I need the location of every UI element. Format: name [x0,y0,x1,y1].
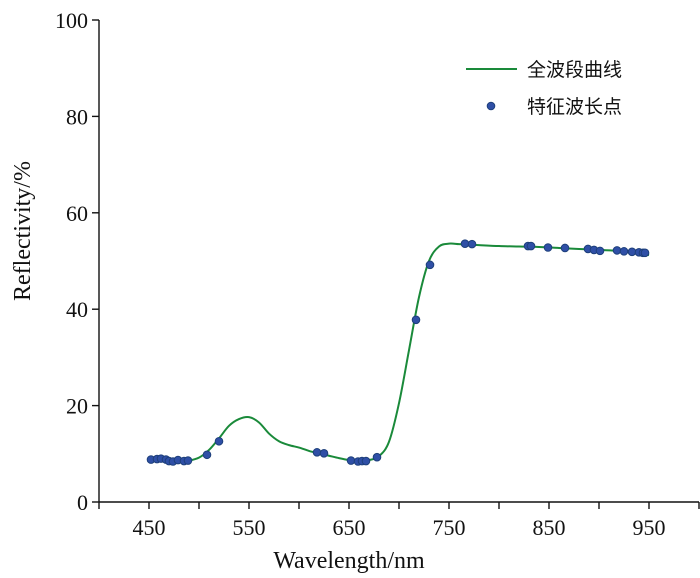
feature-wavelength-point [202,450,212,460]
axes: 0 20 40 60 80 100 450 550 650 750 850 950 [55,8,700,540]
y-tick-label: 40 [66,297,88,322]
y-axis-title: Reflectivity/% [10,161,36,301]
y-tick-label: 60 [66,201,88,226]
y-tick-label: 80 [66,104,88,129]
feature-wavelength-point [640,248,650,258]
feature-wavelength-point [411,315,421,325]
feature-wavelength-point [361,456,371,466]
x-tick-label: 850 [533,515,566,540]
feature-wavelength-point [627,247,637,257]
x-tick-label: 550 [233,515,266,540]
legend-label-points: 特征波长点 [527,96,622,118]
feature-wavelength-point [612,246,622,255]
full-band-curve [148,242,650,463]
feature-wavelength-point [214,436,224,446]
feature-wavelength-point [560,243,570,253]
feature-wavelength-point [467,239,477,249]
feature-wavelength-point [183,456,193,465]
y-tick-label: 100 [55,8,88,33]
feature-wavelength-point [460,239,470,248]
feature-wavelength-point [346,456,356,465]
feature-wavelength-point [312,448,322,457]
feature-wavelength-point [526,241,536,251]
legend-label-line: 全波段曲线 [527,59,622,81]
legend-marker-swatch [486,101,496,111]
legend: 全波段曲线 特征波长点 [466,59,622,118]
x-axis-title: Wavelength/nm [273,548,425,574]
data-layer [146,239,650,466]
feature-wavelength-point [319,449,329,458]
y-tick-label: 20 [66,394,88,419]
feature-wavelength-point [372,452,382,462]
feature-wavelength-point [425,260,435,270]
feature-wavelength-point [543,243,553,252]
x-tick-label: 950 [633,515,666,540]
x-tick-label: 650 [333,515,366,540]
y-tick-label: 0 [77,490,88,515]
feature-wavelength-point [595,246,605,256]
x-tick-label: 750 [433,515,466,540]
feature-wavelength-point [619,247,629,256]
x-tick-label: 450 [133,515,166,540]
